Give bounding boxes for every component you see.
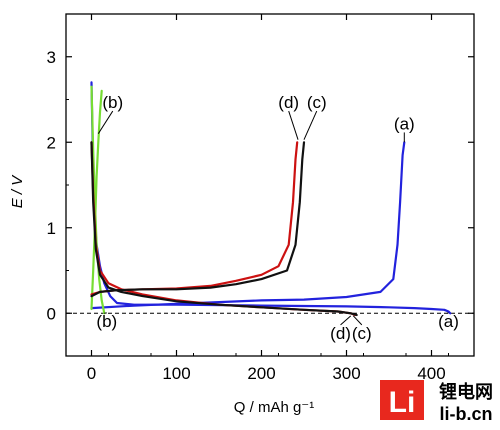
series-line — [92, 142, 305, 296]
y-axis-label: E / V — [9, 174, 26, 209]
y-tick-label: 1 — [47, 219, 56, 238]
curve-annotation: (d) — [330, 324, 351, 343]
y-tick-label: 3 — [47, 48, 56, 67]
curve-annotation: (a) — [394, 114, 415, 133]
series-line — [92, 142, 298, 294]
curve-annotation: (b) — [96, 312, 117, 331]
x-tick-label: 200 — [247, 364, 275, 383]
curve-annotation: (c) — [307, 93, 327, 112]
watermark-site-name: 锂电网 — [439, 381, 493, 402]
watermark: Li 锂电网 li-b.cn — [380, 380, 493, 424]
curve-annotation: (a) — [438, 312, 459, 331]
y-tick-label: 2 — [47, 133, 56, 152]
x-tick-label: 100 — [162, 364, 190, 383]
x-tick-label: 300 — [332, 364, 360, 383]
x-axis-label: Q / mAh g⁻¹ — [234, 399, 314, 416]
curve-annotation: (d) — [278, 93, 299, 112]
curve-annotation: (b) — [102, 93, 123, 112]
annotation-leader — [304, 111, 317, 140]
watermark-logo-glyphs: Li — [389, 386, 416, 419]
x-tick-label: 0 — [87, 364, 96, 383]
curve-annotation: (c) — [352, 324, 372, 343]
watermark-domain: li-b.cn — [440, 404, 493, 424]
plot-area: (a)(a)(b)(b)(c)(c)(d)(d) — [66, 82, 474, 343]
series-line — [92, 142, 405, 308]
annotation-leader — [289, 111, 298, 140]
y-tick-label: 0 — [47, 304, 56, 323]
